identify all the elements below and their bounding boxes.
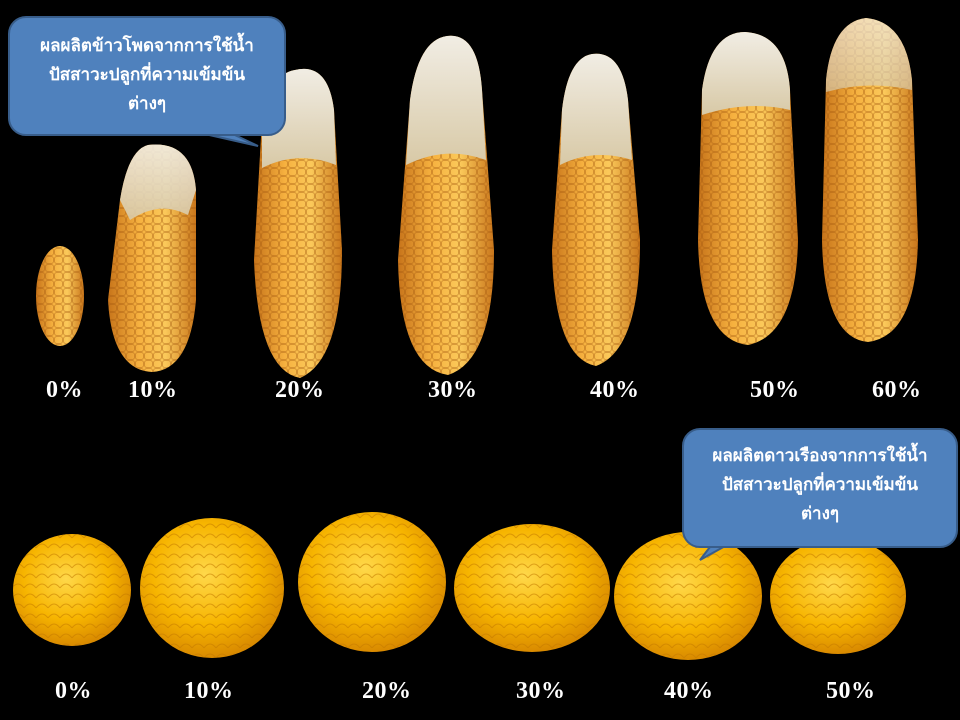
corn-callout: ผลผลิตข้าวโพดจากการใช้น้ำ ปัสสาวะปลูกที่… bbox=[8, 16, 286, 136]
corn-ear-30 bbox=[398, 35, 494, 375]
corn-ear-0 bbox=[36, 246, 84, 346]
marigold-40 bbox=[614, 532, 762, 660]
marigold-label-30: 30% bbox=[516, 678, 566, 704]
marigold-label-10: 10% bbox=[184, 678, 234, 704]
corn-label-30: 30% bbox=[428, 377, 478, 403]
corn-ear-20 bbox=[254, 68, 342, 378]
corn-callout-line-3: ต่างๆ bbox=[127, 94, 167, 114]
marigold-50 bbox=[770, 538, 906, 654]
marigold-callout-line-2: ปัสสาวะปลูกที่ความเข้มข้น bbox=[721, 475, 919, 495]
marigold-label-40: 40% bbox=[664, 678, 714, 704]
corn-ear-50 bbox=[698, 32, 798, 345]
marigold-label-20: 20% bbox=[362, 678, 412, 704]
marigold-10 bbox=[140, 518, 284, 658]
corn-ear-40 bbox=[552, 53, 640, 366]
marigold-0 bbox=[13, 534, 131, 646]
corn-ear-60 bbox=[822, 18, 918, 342]
corn-callout-line-2: ปัสสาวะปลูกที่ความเข้มข้น bbox=[48, 65, 246, 85]
marigold-label-50: 50% bbox=[826, 678, 876, 704]
corn-label-50: 50% bbox=[750, 377, 800, 403]
marigold-callout-line-1: ผลผลิตดาวเรืองจากการใช้น้ำ bbox=[712, 446, 928, 466]
marigold-callout: ผลผลิตดาวเรืองจากการใช้น้ำ ปัสสาวะปลูกที… bbox=[682, 428, 958, 548]
corn-callout-line-1: ผลผลิตข้าวโพดจากการใช้น้ำ bbox=[40, 36, 254, 56]
corn-ear-10 bbox=[108, 144, 196, 372]
marigold-callout-line-3: ต่างๆ bbox=[800, 504, 840, 524]
marigold-20 bbox=[298, 512, 446, 652]
marigold-label-0: 0% bbox=[55, 678, 92, 704]
corn-label-40: 40% bbox=[590, 377, 640, 403]
corn-label-20: 20% bbox=[275, 377, 325, 403]
corn-label-0: 0% bbox=[46, 377, 83, 403]
corn-label-10: 10% bbox=[128, 377, 178, 403]
marigold-30 bbox=[454, 524, 610, 652]
corn-label-60: 60% bbox=[872, 377, 922, 403]
